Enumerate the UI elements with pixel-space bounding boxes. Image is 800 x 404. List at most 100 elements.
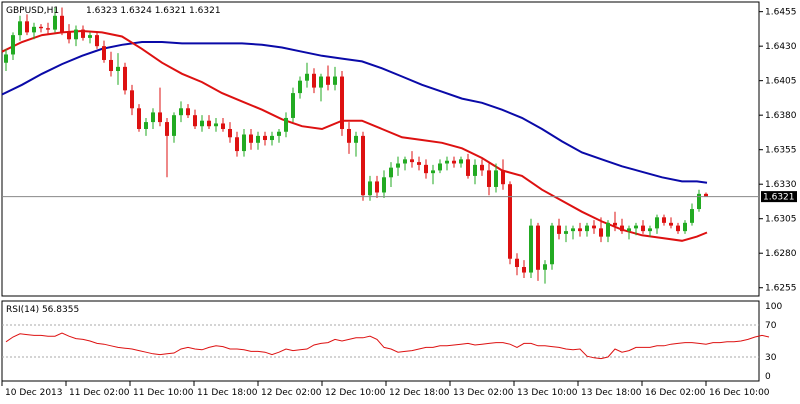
candle-down [410,159,414,163]
candle-up [200,120,204,127]
candle-up [382,177,386,193]
candle-up [543,264,547,270]
candle-down [137,108,141,129]
current-price-label: 1.6321 [763,193,795,203]
candle-down [557,225,561,234]
candle-down [375,181,379,193]
candle-down [466,159,470,176]
candle-down [109,59,113,72]
candle-down [424,164,428,174]
rsi-scale-label: 70 [765,321,777,331]
symbol-label: GBPUSD,H1 [6,6,59,16]
candle-up [445,160,449,164]
candle-down [508,184,512,259]
time-tick-label: 11 Dec 10:00 [133,388,194,398]
main-panel [1,1,760,297]
candle-up [634,225,638,229]
candle-up [529,225,533,273]
candle-up [648,228,652,232]
price-tick-label: 1.6405 [765,77,797,87]
candle-down [704,193,708,197]
time-tick-label: 11 Dec 18:00 [197,388,258,398]
candle-up [214,123,218,127]
candle-up [18,21,22,36]
candle-up [690,209,694,223]
ohlc-values: 1.6323 1.6324 1.6321 1.6321 [86,6,221,16]
candle-down [228,128,232,138]
rsi-panel [1,300,760,382]
candle-up [396,163,400,168]
candle-up [354,135,358,143]
candle-up [305,73,309,81]
candle-down [249,134,253,143]
candle-up [459,159,463,164]
candle-up [74,29,78,40]
candle-down [130,90,134,109]
candle-up [389,167,393,178]
candle-down [158,112,162,123]
price-tick-label: 1.6330 [765,180,797,190]
candle-down [592,225,596,229]
price-tick-label: 1.6380 [765,111,797,121]
candle-up [284,117,288,132]
candle-up [585,225,589,232]
candle-up [319,76,323,88]
candle-down [221,123,225,129]
candle-down [340,76,344,129]
candle-down [669,222,673,226]
candle-up [270,135,274,141]
candle-down [676,225,680,232]
price-tick-label: 1.6305 [765,215,797,225]
candle-up [473,164,477,176]
candle-up [88,35,92,38]
candle-up [564,231,568,234]
candle-up [571,228,575,232]
candle-down [60,15,64,33]
time-axis: 10 Dec 2013 11 Dec 02:00 11 Dec 10:00 11 De… [1,381,770,398]
ma-fast-line [1,29,708,242]
candle-down [193,115,197,127]
candle-up [179,108,183,116]
rsi-axis: 100 70 30 0 [765,302,782,382]
candle-up [144,122,148,129]
candle-up [53,15,57,30]
candle-up [242,134,246,152]
candle-up [403,159,407,164]
candle-up [494,170,498,187]
price-tick-label: 1.6355 [765,146,797,156]
candle-down [536,225,540,270]
rsi-scale-label: 100 [765,302,782,312]
candle-up [368,181,372,196]
candle-up [11,35,15,55]
time-tick-label: 12 Dec 18:00 [389,388,450,398]
candles [4,7,708,284]
candle-down [81,29,85,38]
candle-up [697,193,701,210]
candle-up [291,93,295,118]
candle-up [550,225,554,265]
candle-down [186,108,190,116]
price-tick-label: 1.6455 [765,8,797,18]
time-tick-label: 13 Dec 18:00 [581,388,642,398]
rsi-title: RSI(14) 56.8355 [6,305,79,315]
candle-up [606,222,610,237]
candle-down [641,225,645,232]
price-tick-label: 1.6255 [765,284,797,294]
time-tick-label: 16 Dec 10:00 [709,388,770,398]
candle-down [312,73,316,88]
price-tick-label: 1.6280 [765,249,797,259]
candle-down [123,66,127,91]
time-tick-label: 11 Dec 02:00 [69,388,130,398]
candle-up [655,217,659,229]
candle-down [620,225,624,232]
candle-down [480,164,484,171]
candle-down [347,128,351,143]
candle-up [32,26,36,33]
price-tick-label: 1.6430 [765,42,797,52]
candle-down [578,228,582,232]
candle-down [235,137,239,152]
candle-down [501,170,505,185]
candle-down [67,32,71,40]
